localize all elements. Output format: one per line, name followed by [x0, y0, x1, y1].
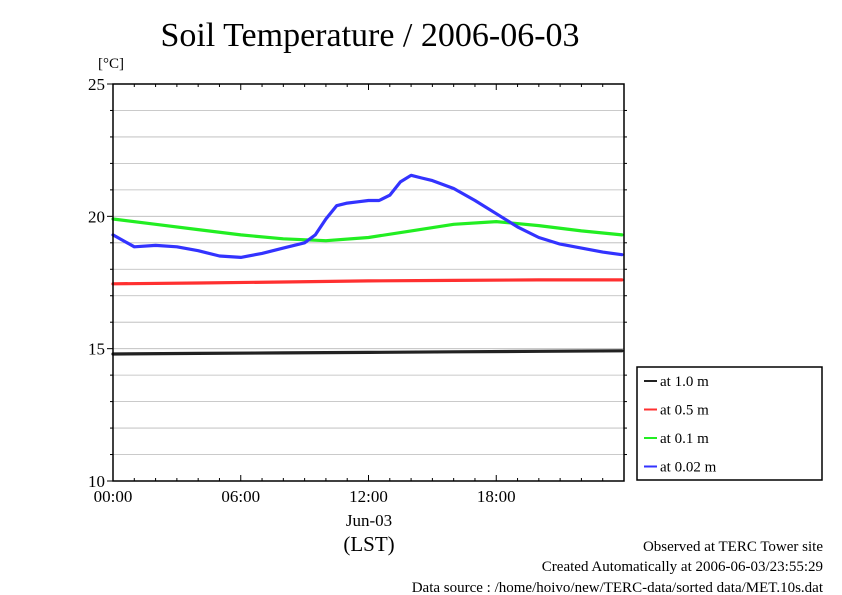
legend: at 1.0 m at 0.5 m at 0.1 m at 0.02 m — [636, 366, 823, 481]
x-tick-label: 00:00 — [94, 487, 133, 506]
x-axis-timezone-label: (LST) — [343, 532, 394, 556]
x-tick-label: 18:00 — [477, 487, 516, 506]
legend-label-2: at 0.1 m — [660, 431, 709, 447]
series-line-1 — [111, 278, 624, 286]
x-tick-label: 12:00 — [349, 487, 388, 506]
y-tick-label: 25 — [88, 75, 105, 94]
grid-lines — [113, 110, 624, 455]
chart-title: Soil Temperature / 2006-06-03 — [160, 17, 579, 54]
y-axis-ticks: 10 15 20 25 — [88, 75, 627, 491]
series-line-0 — [111, 349, 624, 356]
y-tick-label: 20 — [88, 207, 105, 226]
x-axis-ticks: 00:00 06:00 12:00 18:00 — [94, 84, 604, 506]
series-line-2 — [111, 217, 624, 243]
footer-created: Created Automatically at 2006-06-03/23:5… — [542, 559, 823, 575]
y-tick-label: 10 — [88, 472, 105, 491]
y-axis-unit-label: [°C] — [98, 56, 124, 72]
series-lines — [111, 173, 624, 356]
legend-label-1: at 0.5 m — [660, 403, 709, 419]
legend-label-0: at 1.0 m — [660, 374, 709, 390]
legend-label-3: at 0.02 m — [660, 460, 717, 476]
series-line-3 — [111, 173, 624, 259]
footer-data-source: Data source : /home/hoivo/new/TERC-data/… — [412, 580, 824, 595]
legend-box — [636, 366, 823, 481]
footer-site: Observed at TERC Tower site — [643, 539, 823, 555]
legend-items: at 1.0 m at 0.5 m at 0.1 m at 0.02 m — [644, 374, 717, 476]
x-tick-label: 06:00 — [221, 487, 260, 506]
y-tick-label: 15 — [88, 340, 105, 359]
x-axis-date-label: Jun-03 — [346, 511, 392, 530]
